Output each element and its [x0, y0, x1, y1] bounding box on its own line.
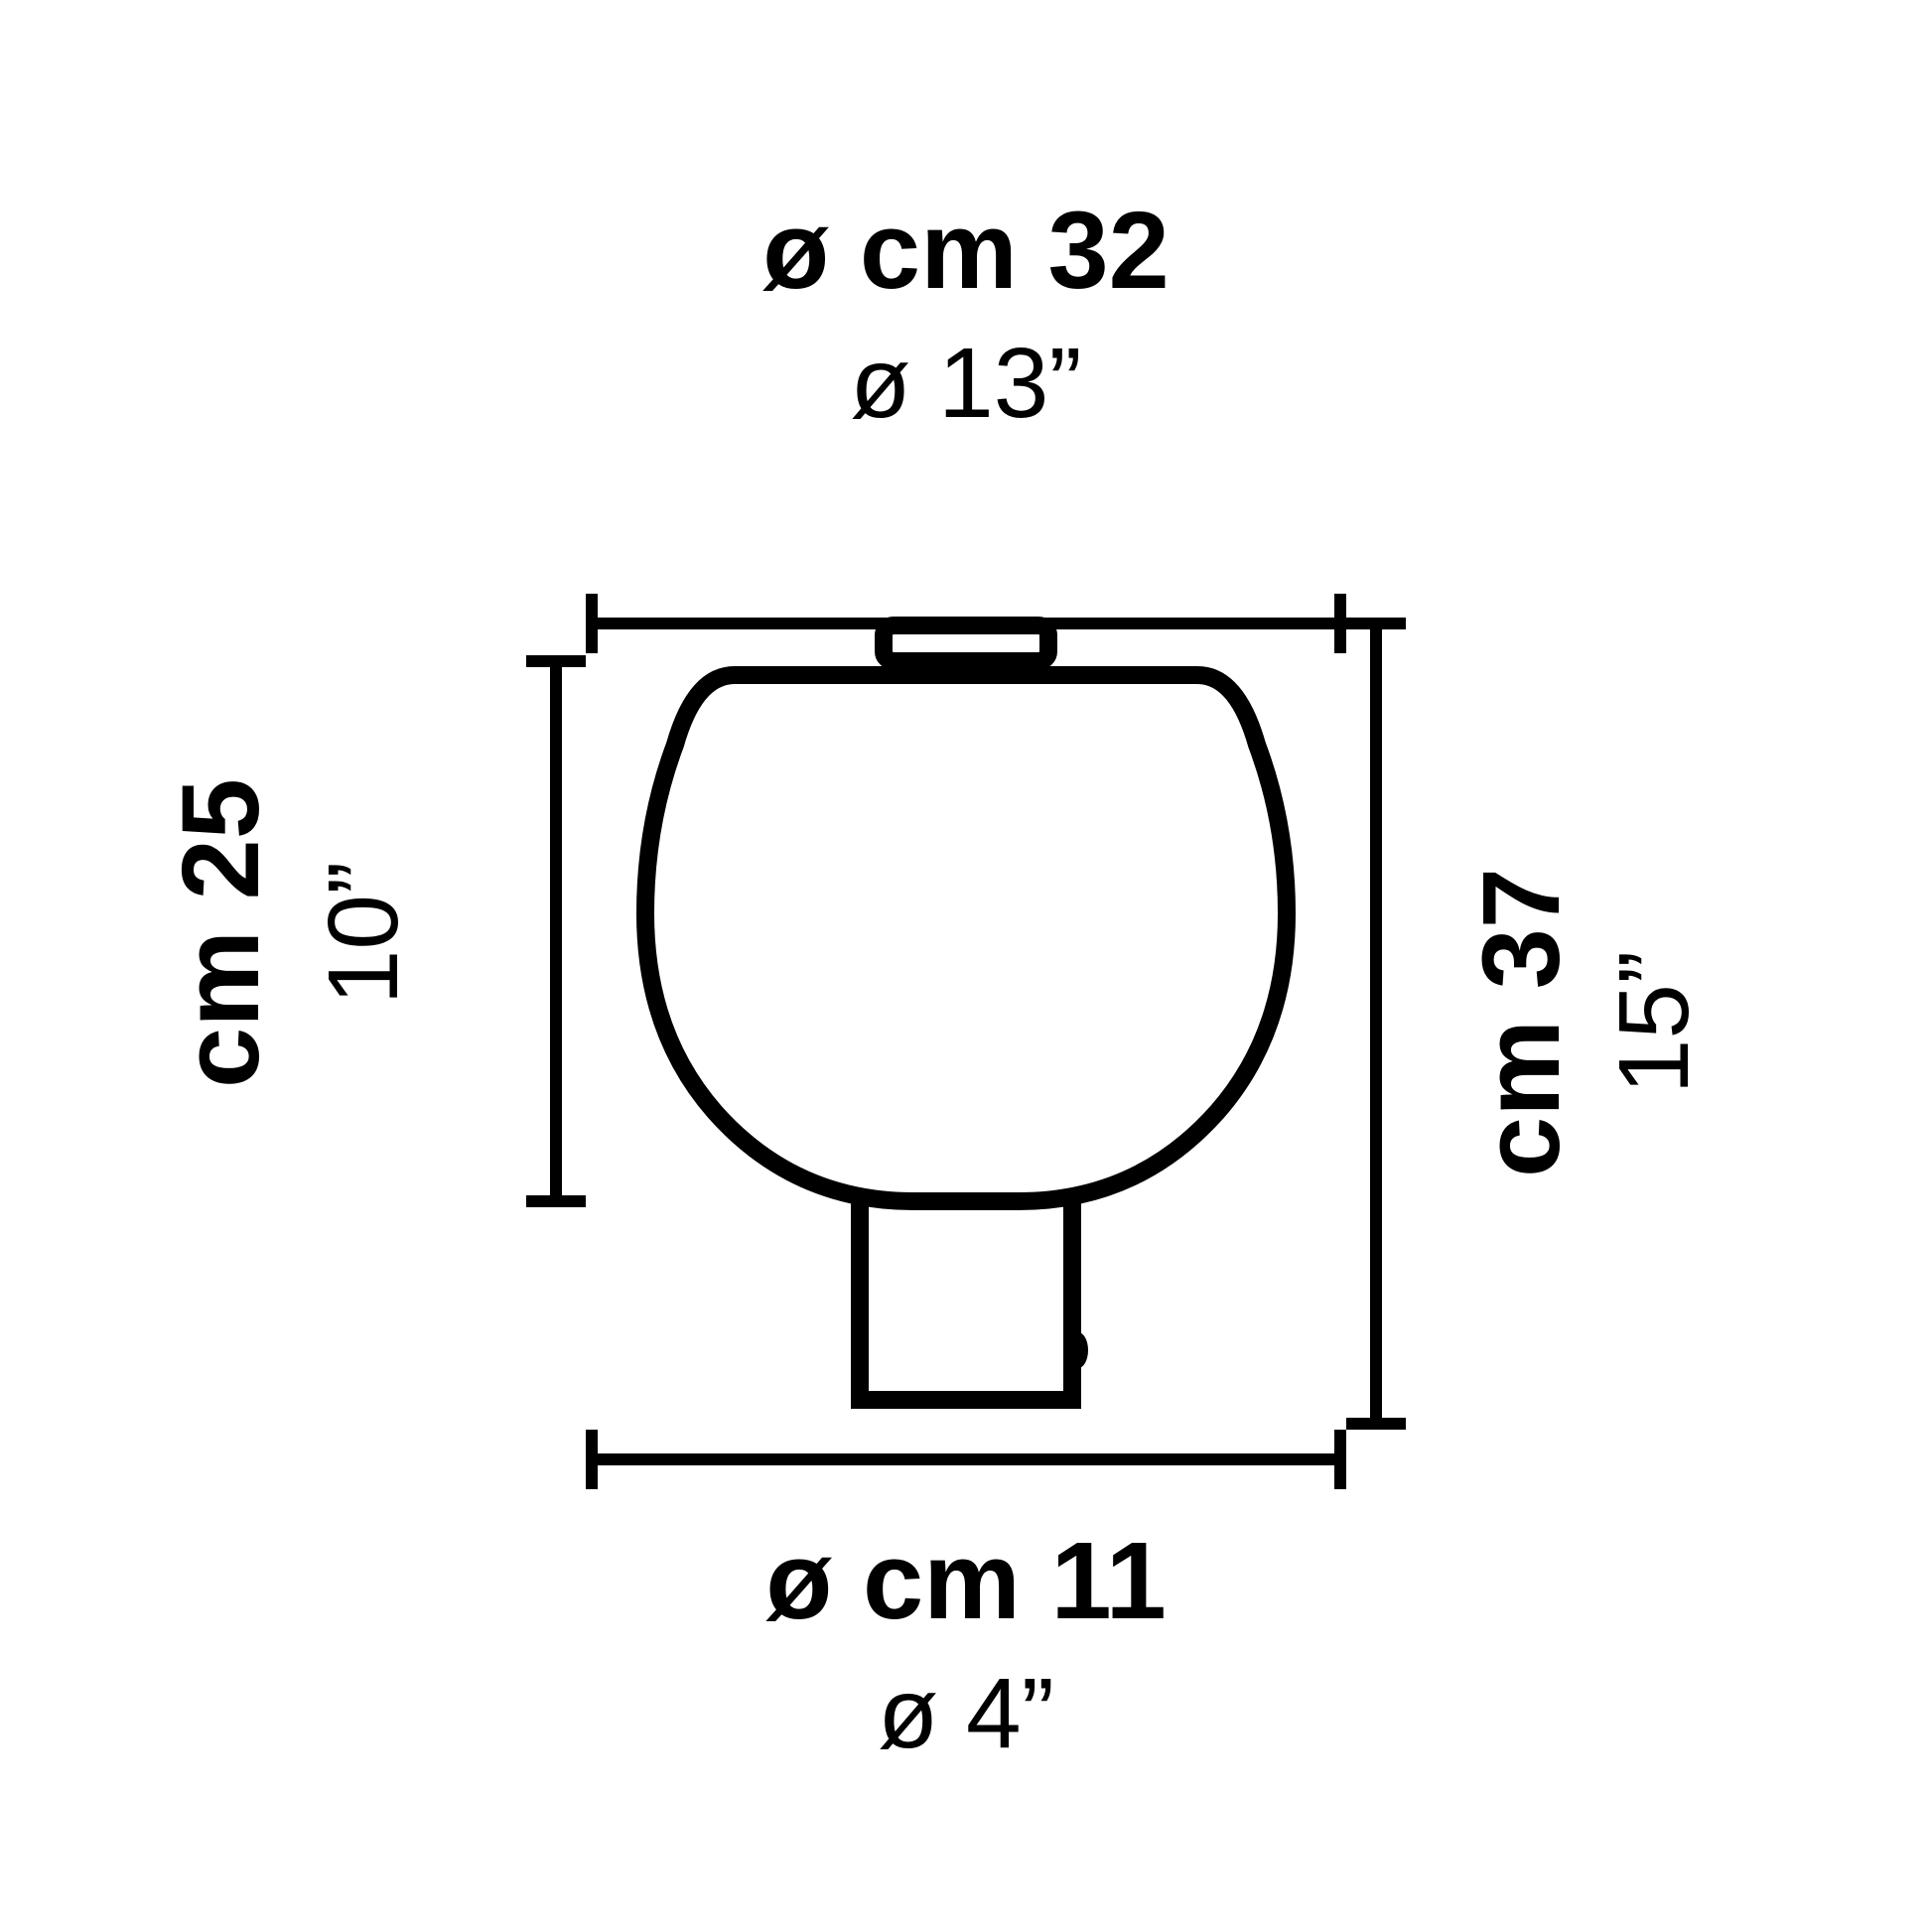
lamp-body: [645, 675, 1287, 1201]
dim-line-right: [1346, 623, 1406, 1424]
lamp-stem: [860, 1201, 1072, 1400]
lamp-switch: [1068, 1332, 1088, 1368]
lamp-cap: [884, 625, 1048, 661]
label-bottom-imperial: ø 4”: [878, 1658, 1054, 1769]
label-left-imperial: 10”: [308, 862, 419, 1006]
dim-line-bottom: [592, 1430, 1340, 1489]
label-right-metric: cm 37: [1460, 868, 1583, 1177]
label-bottom-metric: ø cm 11: [765, 1520, 1167, 1642]
dim-line-top: [592, 594, 1340, 653]
label-left-metric: cm 25: [160, 778, 282, 1088]
dim-line-left: [526, 661, 586, 1201]
label-top-imperial: ø 13”: [850, 328, 1081, 439]
label-right-imperial: 15”: [1598, 951, 1710, 1095]
label-top-metric: ø cm 32: [762, 190, 1170, 312]
dimension-diagram: ø cm 32 ø 13” ø cm 11 ø 4” cm 25 10” cm …: [0, 0, 1932, 1932]
